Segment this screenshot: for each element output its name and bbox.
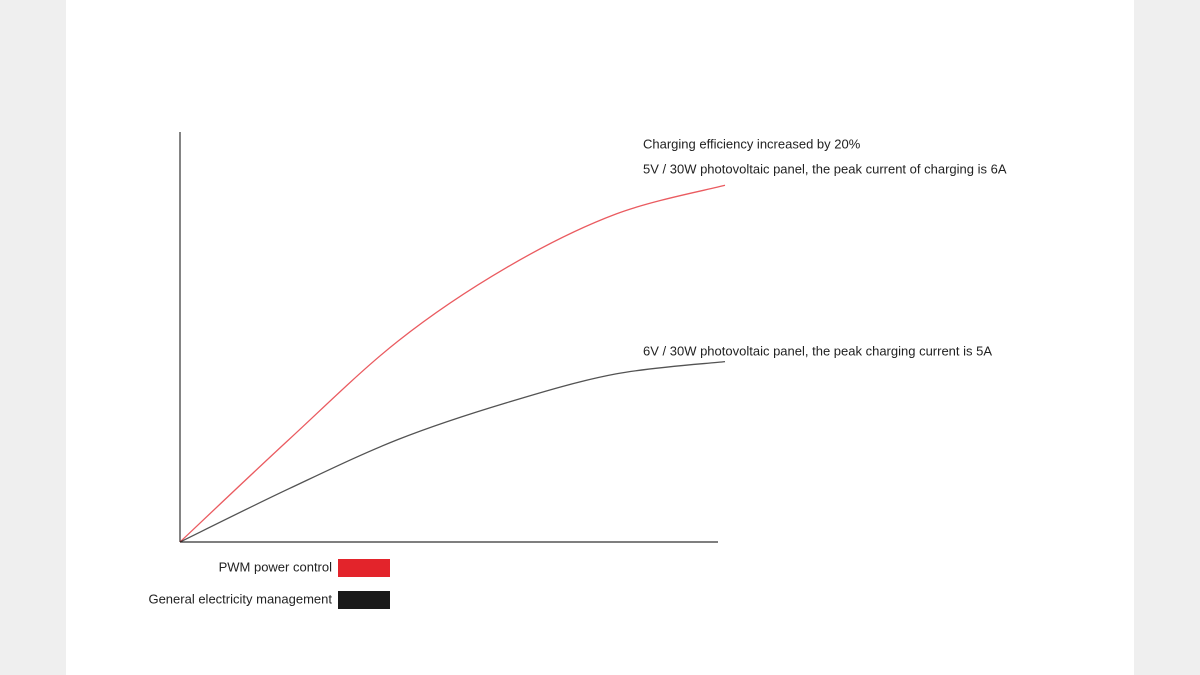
legend-swatch (338, 591, 390, 609)
chart-background (66, 0, 1134, 675)
line-series (179, 184, 726, 543)
annotation: 5V / 30W photovoltaic panel, the peak cu… (643, 161, 1007, 176)
legend-label: General electricity management (148, 591, 332, 606)
line-series (179, 360, 726, 543)
legend-label: PWM power control (219, 559, 333, 574)
legend-swatch (338, 559, 390, 577)
annotation: Charging efficiency increased by 20% (643, 136, 861, 151)
annotation: 6V / 30W photovoltaic panel, the peak ch… (643, 343, 992, 358)
